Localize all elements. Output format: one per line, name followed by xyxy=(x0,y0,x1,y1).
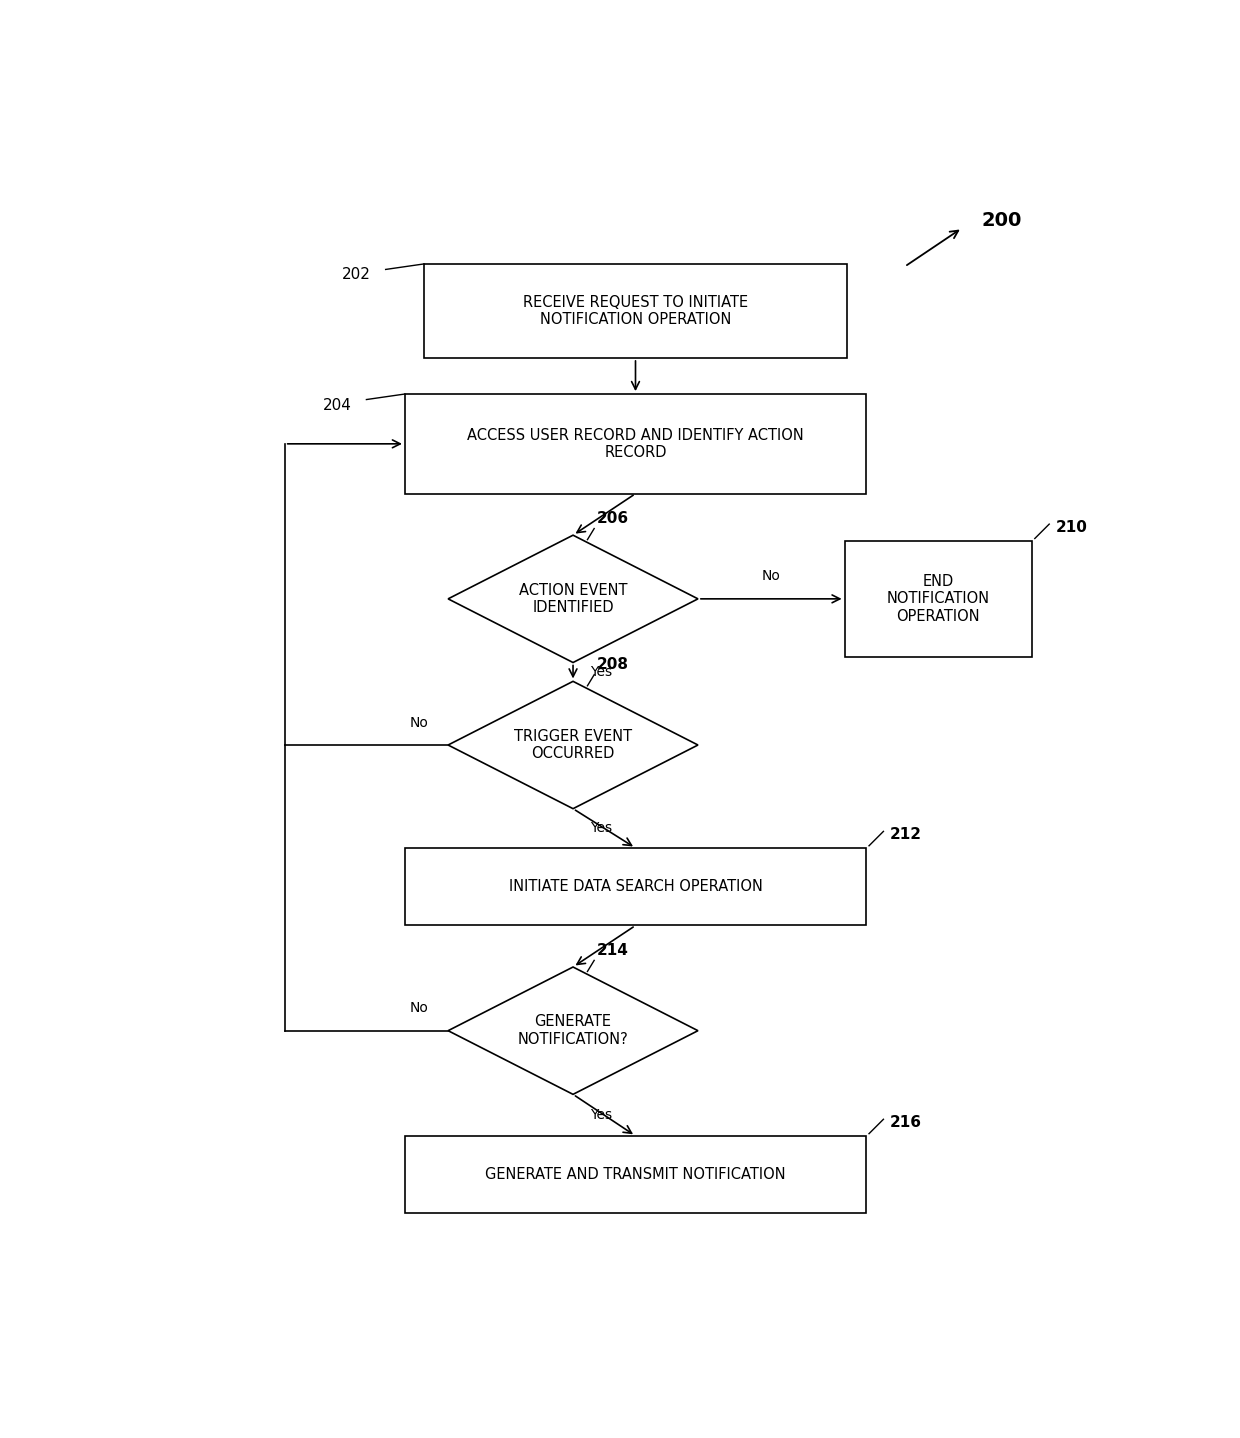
Text: TRIGGER EVENT
OCCURRED: TRIGGER EVENT OCCURRED xyxy=(513,729,632,761)
Text: No: No xyxy=(410,716,429,729)
Text: 214: 214 xyxy=(596,943,629,958)
Polygon shape xyxy=(448,535,698,663)
Text: RECEIVE REQUEST TO INITIATE
NOTIFICATION OPERATION: RECEIVE REQUEST TO INITIATE NOTIFICATION… xyxy=(523,295,748,328)
Text: 216: 216 xyxy=(890,1116,923,1130)
Text: 200: 200 xyxy=(982,211,1022,230)
Text: 204: 204 xyxy=(324,397,352,413)
Text: No: No xyxy=(761,569,781,584)
Text: 206: 206 xyxy=(596,512,629,526)
FancyBboxPatch shape xyxy=(424,265,847,358)
Text: 212: 212 xyxy=(890,827,923,843)
FancyBboxPatch shape xyxy=(404,848,866,926)
Text: GENERATE AND TRANSMIT NOTIFICATION: GENERATE AND TRANSMIT NOTIFICATION xyxy=(485,1168,786,1182)
Text: ACTION EVENT
IDENTIFIED: ACTION EVENT IDENTIFIED xyxy=(518,582,627,615)
Polygon shape xyxy=(448,966,698,1094)
Text: 210: 210 xyxy=(1056,521,1087,535)
Text: No: No xyxy=(410,1001,429,1015)
FancyBboxPatch shape xyxy=(844,541,1032,657)
Text: 208: 208 xyxy=(596,657,629,673)
Text: 202: 202 xyxy=(342,267,371,282)
Text: INITIATE DATA SEARCH OPERATION: INITIATE DATA SEARCH OPERATION xyxy=(508,879,763,894)
Text: Yes: Yes xyxy=(590,821,613,835)
Text: Yes: Yes xyxy=(590,664,613,679)
Text: END
NOTIFICATION
OPERATION: END NOTIFICATION OPERATION xyxy=(887,574,990,624)
FancyBboxPatch shape xyxy=(404,1136,866,1214)
Text: ACCESS USER RECORD AND IDENTIFY ACTION
RECORD: ACCESS USER RECORD AND IDENTIFY ACTION R… xyxy=(467,427,804,460)
Polygon shape xyxy=(448,682,698,808)
Text: GENERATE
NOTIFICATION?: GENERATE NOTIFICATION? xyxy=(517,1014,629,1047)
Text: Yes: Yes xyxy=(590,1109,613,1122)
FancyBboxPatch shape xyxy=(404,394,866,493)
